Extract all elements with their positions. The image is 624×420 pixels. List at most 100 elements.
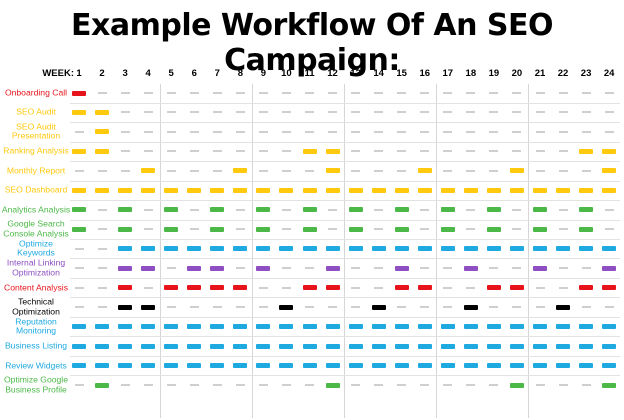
inactive-dash xyxy=(305,111,314,114)
task-bar xyxy=(509,363,524,369)
inactive-dash xyxy=(166,169,176,172)
task-bar xyxy=(533,226,547,232)
inactive-dash xyxy=(604,130,614,133)
task-bar xyxy=(417,343,432,349)
task-bar xyxy=(141,246,156,252)
task-bar xyxy=(118,265,133,271)
task-bar xyxy=(579,363,594,369)
task-bar xyxy=(556,343,571,349)
inactive-dash xyxy=(328,111,338,114)
task-bar xyxy=(417,168,432,174)
inactive-dash xyxy=(235,306,245,309)
inactive-dash xyxy=(235,267,245,270)
inactive-dash xyxy=(558,208,568,211)
inactive-dash xyxy=(374,228,384,231)
inactive-dash xyxy=(581,384,591,387)
inactive-dash xyxy=(143,111,153,114)
inactive-dash xyxy=(97,267,107,270)
task-bar xyxy=(95,187,110,193)
task-bar xyxy=(463,343,478,349)
task-label: Review Widgets xyxy=(5,359,67,370)
task-bar xyxy=(256,226,271,232)
task-bar xyxy=(210,265,225,271)
task-label: Onboarding Call xyxy=(4,87,68,98)
inactive-dash xyxy=(397,130,407,133)
inactive-dash xyxy=(258,130,268,133)
task-bar xyxy=(440,187,455,193)
task-bar xyxy=(509,187,524,193)
task-bar xyxy=(233,187,248,193)
task-bar xyxy=(187,324,202,330)
inactive-dash xyxy=(189,130,199,133)
task-bar xyxy=(486,246,501,252)
week-number: 24 xyxy=(603,68,615,79)
week-number: 20 xyxy=(511,68,523,79)
inactive-dash xyxy=(305,306,314,309)
task-bar xyxy=(95,109,110,115)
task-bar xyxy=(509,285,524,291)
row-divider xyxy=(70,220,620,221)
task-bar xyxy=(141,265,156,271)
inactive-dash xyxy=(535,169,545,172)
inactive-dash xyxy=(420,267,430,270)
task-bar xyxy=(533,246,547,252)
task-bar xyxy=(348,343,363,349)
inactive-dash xyxy=(166,306,176,309)
inactive-dash xyxy=(74,247,84,250)
inactive-dash xyxy=(558,150,568,153)
inactive-dash xyxy=(351,286,361,289)
task-bar xyxy=(556,324,571,330)
inactive-dash xyxy=(535,92,545,94)
task-bar xyxy=(463,363,478,369)
task-bar xyxy=(463,304,478,310)
week-number: 6 xyxy=(191,68,197,79)
task-bar xyxy=(440,226,455,232)
inactive-dash xyxy=(374,150,384,153)
task-bar xyxy=(210,226,225,232)
inactive-dash xyxy=(489,267,499,270)
inactive-dash xyxy=(535,150,545,153)
week-number: 21 xyxy=(534,68,546,79)
inactive-dash xyxy=(535,130,545,133)
row-divider xyxy=(70,103,620,104)
task-bar xyxy=(187,343,202,349)
inactive-dash xyxy=(74,306,84,309)
inactive-dash xyxy=(397,92,407,94)
inactive-dash xyxy=(166,384,176,387)
task-bar xyxy=(394,324,409,330)
task-label: Reputation Monitoring xyxy=(15,316,57,336)
inactive-dash xyxy=(143,150,153,153)
inactive-dash xyxy=(143,228,153,231)
inactive-dash xyxy=(305,267,314,270)
task-bar xyxy=(118,324,133,330)
task-bar xyxy=(302,363,317,369)
row-divider xyxy=(70,142,620,143)
task-bar xyxy=(325,324,340,330)
task-bar xyxy=(348,207,363,213)
inactive-dash xyxy=(258,92,268,94)
inactive-dash xyxy=(120,384,130,387)
inactive-dash xyxy=(420,111,430,114)
inactive-dash xyxy=(604,208,614,211)
inactive-dash xyxy=(305,92,314,94)
month-divider xyxy=(252,84,253,418)
task-bar xyxy=(95,363,110,369)
task-bar xyxy=(302,187,317,193)
week-number: 14 xyxy=(373,68,384,79)
inactive-dash xyxy=(420,150,430,153)
task-bar xyxy=(164,363,179,369)
inactive-dash xyxy=(212,150,222,153)
task-bar xyxy=(72,207,86,213)
task-bar xyxy=(602,148,617,154)
task-label: SEO Audit Presentation xyxy=(11,121,61,141)
week-number: 12 xyxy=(327,68,338,79)
task-bar xyxy=(72,343,86,349)
task-bar xyxy=(164,246,179,252)
task-bar xyxy=(394,343,409,349)
task-bar xyxy=(233,324,248,330)
task-bar xyxy=(279,246,294,252)
task-bar xyxy=(302,207,317,213)
task-bar xyxy=(602,168,617,174)
task-bar xyxy=(486,324,501,330)
inactive-dash xyxy=(558,111,568,114)
